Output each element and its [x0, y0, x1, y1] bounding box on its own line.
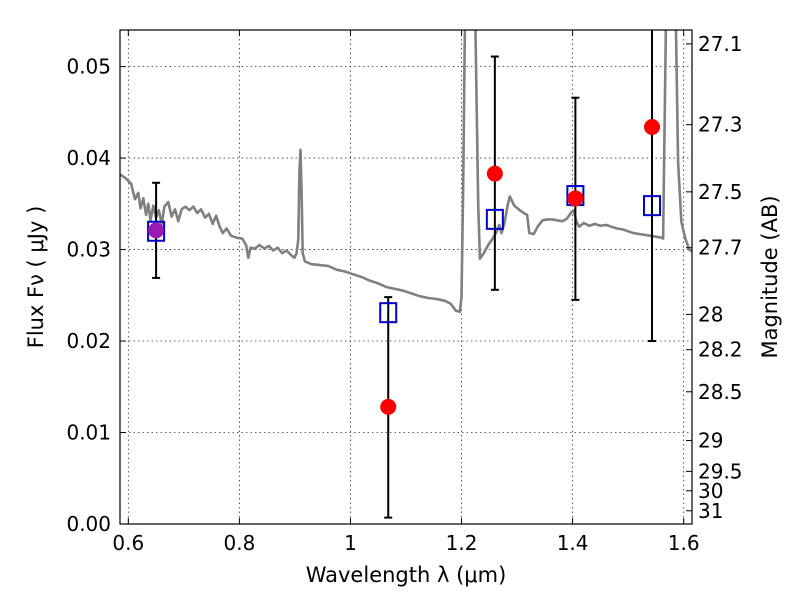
- y-tick-label: 0.02: [66, 329, 111, 353]
- magnitude-tick-label: 27.3: [698, 113, 743, 137]
- axes: 0.6 0.8 1 1.2 1.4 1.6 0.00 0.01 0.02 0.03 0.04 0.05…: [66, 30, 743, 555]
- magnitude-tick-label: 28: [698, 302, 723, 326]
- magnitude-tick-label: 27.5: [698, 180, 743, 204]
- magnitude-tick-label: 29: [698, 429, 723, 453]
- observed-flux-point: [486, 165, 503, 182]
- x-tick-label: 0.6: [112, 531, 144, 555]
- magnitude-tick-label: 28.5: [698, 380, 743, 404]
- plot-area: [120, 30, 692, 314]
- observed-flux-point: [644, 118, 661, 135]
- magnitude-tick-label: 30: [698, 479, 723, 503]
- magnitude-tick-label: 27.1: [698, 32, 743, 56]
- y-tick-label: 0.05: [66, 55, 111, 79]
- x-axis-label: Wavelength λ (μm): [306, 563, 507, 587]
- model-sed-line: [120, 30, 692, 314]
- magnitude-tick-label: 28.2: [698, 338, 743, 362]
- magnitude-axis-label: Magnitude (AB): [758, 195, 782, 358]
- x-tick-label: 1: [344, 531, 357, 555]
- observed-flux-point: [380, 398, 397, 415]
- y-tick-label: 0.04: [66, 146, 111, 170]
- x-tick-label: 1.6: [668, 531, 700, 555]
- data-markers: [147, 30, 662, 519]
- magnitude-tick-label: 29.5: [698, 459, 743, 483]
- y-tick-label: 0.00: [66, 512, 111, 536]
- plot-background: [120, 30, 692, 524]
- y-tick-label: 0.03: [66, 238, 111, 262]
- model-photometry-square: [485, 208, 504, 230]
- x-tick-label: 1.4: [557, 531, 589, 555]
- observed-flux-point: [148, 222, 165, 239]
- magnitude-tick-label: 31: [698, 499, 723, 523]
- x-tick-label: 1.2: [446, 531, 478, 555]
- model-photometry-square: [147, 220, 166, 242]
- magnitude-tick-label: 27.7: [698, 236, 743, 260]
- plot-frame: [119, 29, 693, 525]
- y-tick-label: 0.01: [66, 421, 111, 445]
- model-photometry-square: [643, 195, 662, 217]
- y-axis-label: Flux Fν ( μJy ): [24, 206, 48, 349]
- model-photometry-square: [379, 302, 398, 324]
- observed-flux-point: [567, 190, 584, 207]
- x-tick-label: 0.8: [223, 531, 255, 555]
